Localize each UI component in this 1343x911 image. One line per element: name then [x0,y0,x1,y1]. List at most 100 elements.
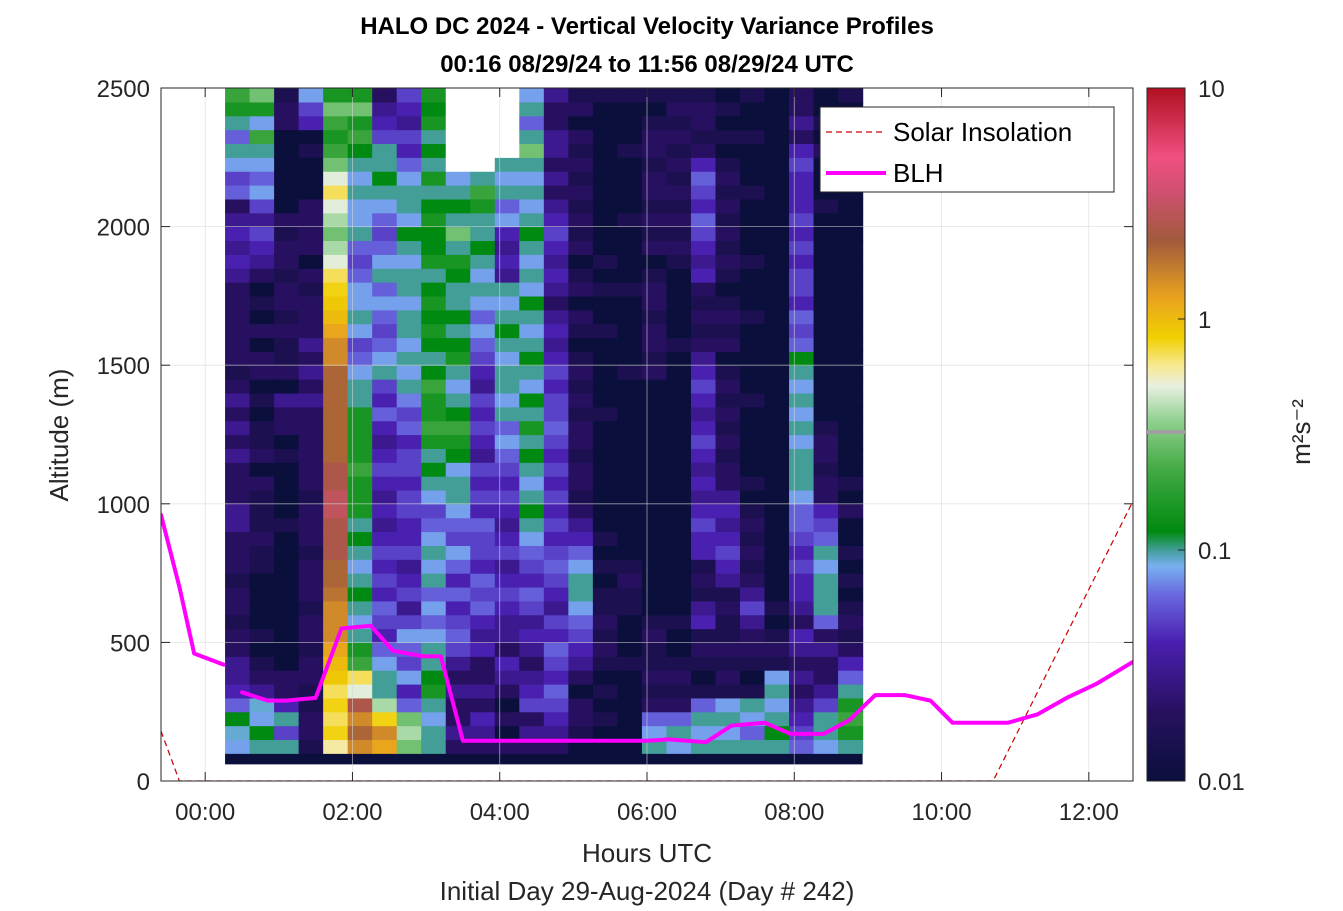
heatmap-cell [470,683,496,699]
heatmap-cell [838,392,864,408]
heatmap-cell [568,212,594,228]
heatmap-cell [617,323,643,339]
heatmap-cell [225,157,251,172]
heatmap-cell [494,586,520,602]
heatmap-cell [568,559,594,574]
heatmap-cell [347,101,373,117]
heatmap-cell [764,295,790,311]
heatmap-cell [543,337,569,352]
heatmap-cell [421,115,447,131]
heatmap-cell [323,434,349,449]
heatmap-cell [592,268,618,283]
chart-title: HALO DC 2024 - Vertical Velocity Varianc… [360,13,934,40]
heatmap-cell [347,739,373,754]
heatmap-cell [347,489,373,505]
heatmap-cell [764,240,790,255]
heatmap-cell [838,656,864,671]
heatmap-cell [470,725,496,741]
heatmap-cell [274,711,300,727]
heatmap-cell [617,739,643,754]
heatmap-cell [323,517,349,533]
heatmap-cell [274,670,300,685]
heatmap-cell [592,670,618,685]
heatmap-cell [690,697,717,713]
heatmap-cell [641,503,668,519]
heatmap-cell [249,517,275,533]
heatmap-cell [666,282,692,297]
heatmap-cell [715,711,741,727]
heatmap-cell [298,670,324,685]
heatmap-cell [740,171,766,186]
heatmap-cell [592,337,618,352]
heatmap-cell [838,545,864,560]
heatmap-cell [568,656,594,671]
colorbar-gradient [1146,87,1186,782]
heatmap-cell [274,406,300,422]
heatmap-cell [249,143,275,158]
heatmap-cell [715,559,741,574]
heatmap-cell [445,88,471,103]
heatmap-cell [249,212,275,228]
solar-insolation-line [161,500,1133,781]
heatmap-cell [445,517,471,533]
heatmap-cell [298,143,324,158]
heatmap-cell [715,143,741,158]
heatmap-cell [543,254,569,269]
heatmap-cell [740,337,766,352]
heatmap-cell [494,323,520,339]
heatmap-cell [789,517,815,533]
heatmap-cell [641,711,668,727]
heatmap-cell [666,434,692,449]
heatmap-cell [789,614,815,630]
y-tick-label: 2500 [97,76,150,103]
heatmap-cell [421,476,447,491]
heatmap-cell [445,351,471,366]
heatmap-cell [617,448,643,463]
heatmap-cell [813,379,839,394]
heatmap-cell [298,448,324,463]
heatmap-cell [347,129,373,145]
heatmap-cell [249,254,275,269]
heatmap-cell [274,254,300,269]
heatmap-cell [347,115,373,131]
heatmap-cell [421,683,447,699]
x-tick-label: 12:00 [1059,799,1119,826]
heatmap-cell [519,337,545,352]
heatmap-cell [225,351,251,366]
heatmap-cell [666,392,692,408]
heatmap-cell [421,157,447,172]
heatmap-cell [225,392,251,408]
heatmap-cell [789,240,815,255]
heatmap-cell [494,489,520,505]
heatmap-cell [519,586,545,602]
heatmap-cell [813,254,839,269]
heatmap-cell [445,379,471,394]
heatmap-cell [274,379,300,394]
heatmap-cell [225,600,251,616]
heatmap-cell [396,115,422,131]
heatmap-cell [690,268,717,283]
heatmap-cell [813,503,839,519]
heatmap-cell [617,697,643,713]
heatmap-cell [838,573,864,588]
heatmap-cell [666,101,692,117]
heatmap-cell [274,323,300,339]
heatmap-cell [838,531,864,546]
heatmap-cell [445,628,471,643]
heatmap-cell [838,240,864,255]
heatmap-cell [764,462,790,477]
heatmap-cell [225,448,251,463]
heatmap-cell [225,476,251,491]
heatmap-cell [298,573,324,588]
heatmap-cell [568,379,594,394]
heatmap-cell [690,88,717,103]
heatmap-cell [641,337,668,352]
heatmap-cell [690,143,717,158]
heatmap-cell [740,212,766,228]
heatmap-cell [666,157,692,172]
heatmap-cell [445,101,471,117]
heatmap-cell [421,406,447,422]
heatmap-cell [592,392,618,408]
x-axis-label: Hours UTC [582,838,712,868]
heatmap-cell [641,642,668,657]
